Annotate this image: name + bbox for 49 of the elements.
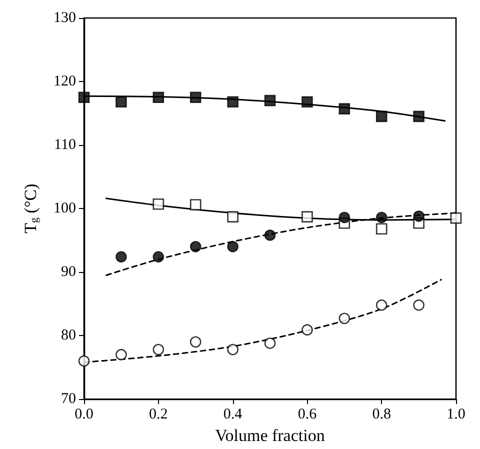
point xyxy=(190,92,202,104)
point xyxy=(302,324,313,336)
point xyxy=(264,94,276,106)
point xyxy=(116,96,127,108)
point xyxy=(376,223,388,235)
point xyxy=(338,212,350,224)
y-tick-label: 90 xyxy=(61,264,76,280)
point xyxy=(116,251,127,262)
point xyxy=(338,103,350,114)
point xyxy=(413,299,424,311)
y-tick-label: 70 xyxy=(61,391,76,408)
y-tick-label: 100 xyxy=(54,200,76,217)
x-tick-label: 0.6 xyxy=(298,406,318,423)
x-tick-label: 1.0 xyxy=(446,406,466,423)
point xyxy=(190,336,202,348)
x-axis-title: Volume fraction xyxy=(215,426,326,445)
point xyxy=(450,212,462,224)
x-tick-label: 0.4 xyxy=(223,406,243,423)
point xyxy=(376,110,388,122)
point xyxy=(302,211,313,222)
point xyxy=(376,299,388,311)
point xyxy=(152,344,164,356)
point xyxy=(264,230,276,241)
x-tick-label: 0.0 xyxy=(74,406,94,423)
y-tick-label: 130 xyxy=(54,10,76,26)
y-axis-title: Tg (°C) xyxy=(21,184,40,234)
point xyxy=(302,96,313,108)
point xyxy=(376,212,388,224)
point xyxy=(78,92,90,104)
point xyxy=(190,241,202,252)
x-tick-label: 0.8 xyxy=(372,406,391,423)
y-tick-label: 110 xyxy=(54,137,76,154)
point xyxy=(227,211,238,222)
point xyxy=(227,241,238,252)
point xyxy=(78,355,90,367)
point xyxy=(227,96,238,108)
point xyxy=(413,210,424,222)
point xyxy=(264,338,276,349)
point xyxy=(227,344,238,356)
point xyxy=(152,251,164,262)
y-tick-label: 120 xyxy=(54,74,76,90)
point xyxy=(152,198,164,210)
point xyxy=(116,348,127,360)
x-tick-label: 0.2 xyxy=(149,406,168,423)
point xyxy=(413,110,424,122)
point xyxy=(152,92,164,104)
point xyxy=(190,199,202,210)
y-tick-label: 80 xyxy=(61,328,76,344)
point xyxy=(338,312,350,324)
